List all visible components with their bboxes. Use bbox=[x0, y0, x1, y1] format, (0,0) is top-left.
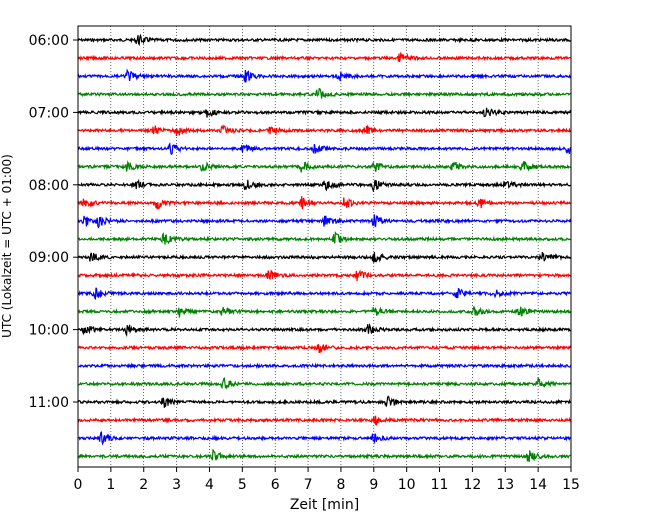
x-tick-label: 15 bbox=[562, 477, 580, 493]
trace-1130 bbox=[77, 431, 571, 446]
trace-0700 bbox=[77, 107, 572, 118]
y-axis: 06:00 07:00 08:00 09:00 10:00 11:00 bbox=[29, 33, 78, 411]
seismogram-traces bbox=[77, 33, 572, 462]
x-tick-label: 7 bbox=[304, 477, 313, 493]
trace-0800 bbox=[77, 178, 571, 193]
trace-0630 bbox=[77, 68, 572, 84]
trace-1115 bbox=[77, 415, 572, 426]
x-tick-label: 1 bbox=[106, 477, 115, 493]
x-tick-label: 4 bbox=[205, 477, 214, 493]
trace-1015 bbox=[77, 344, 572, 354]
y-tick-label: 06:00 bbox=[29, 33, 69, 49]
trace-0645 bbox=[77, 87, 571, 99]
x-tick-label: 10 bbox=[398, 477, 416, 493]
y-tick-label: 09:00 bbox=[29, 250, 69, 266]
x-tick-label: 12 bbox=[463, 477, 481, 493]
trace-1000 bbox=[77, 322, 571, 338]
x-tick-label: 6 bbox=[271, 477, 280, 493]
x-tick-label: 5 bbox=[238, 477, 247, 493]
trace-1030 bbox=[77, 362, 572, 370]
x-axis-label: Zeit [min] bbox=[290, 497, 359, 513]
trace-1045 bbox=[77, 377, 572, 390]
y-axis-label: UTC (Lokalzeit = UTC + 01:00) bbox=[0, 154, 14, 338]
trace-1145 bbox=[77, 448, 571, 462]
y-tick-label: 08:00 bbox=[29, 178, 69, 194]
y-tick-label: 11:00 bbox=[29, 395, 69, 411]
plot-background bbox=[78, 26, 571, 467]
trace-0845 bbox=[77, 230, 571, 245]
plot-frame bbox=[77, 25, 572, 468]
x-tick-label: 13 bbox=[496, 477, 514, 493]
trace-0915 bbox=[77, 269, 572, 282]
trace-0945 bbox=[77, 306, 572, 318]
trace-0930 bbox=[77, 287, 572, 301]
trace-0815 bbox=[77, 196, 572, 210]
trace-0615 bbox=[77, 51, 571, 63]
y-tick-label: 07:00 bbox=[29, 105, 69, 121]
trace-0830 bbox=[77, 214, 572, 229]
trace-1100 bbox=[77, 395, 572, 408]
trace-0730 bbox=[77, 142, 572, 156]
x-tick-label: 3 bbox=[172, 477, 181, 493]
x-tick-label: 0 bbox=[74, 477, 83, 493]
x-tick-label: 14 bbox=[529, 477, 547, 493]
x-tick-label: 2 bbox=[139, 477, 148, 493]
x-axis: 0 1 2 3 4 5 6 7 8 9 10 11 12 13 14 15 bbox=[74, 467, 580, 493]
trace-0715 bbox=[77, 124, 572, 137]
x-tick-label: 11 bbox=[431, 477, 449, 493]
trace-0745 bbox=[77, 160, 572, 173]
x-tick-label: 8 bbox=[336, 477, 345, 493]
trace-0900 bbox=[77, 252, 572, 263]
trace-0600 bbox=[77, 33, 571, 47]
y-tick-label: 10:00 bbox=[29, 323, 69, 339]
x-tick-label: 9 bbox=[369, 477, 378, 493]
